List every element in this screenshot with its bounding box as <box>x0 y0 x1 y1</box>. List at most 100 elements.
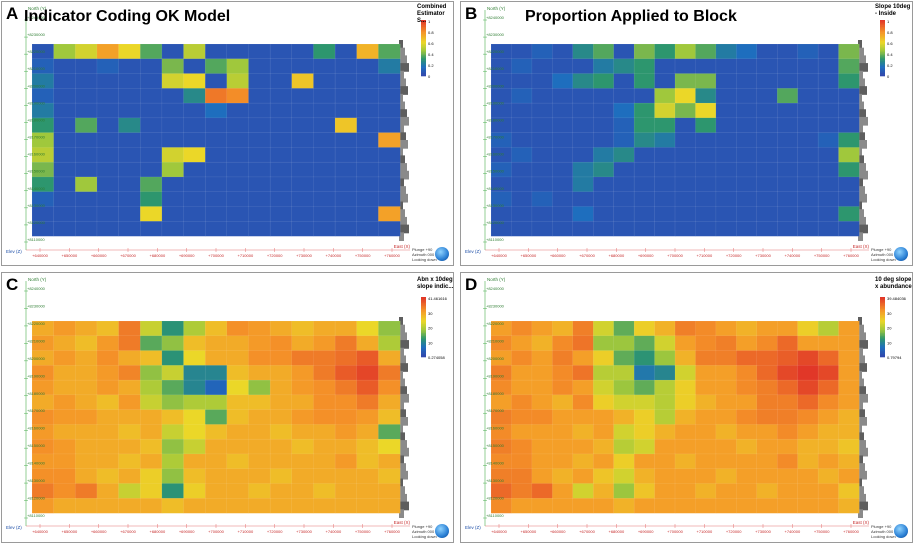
heatmap-cell <box>797 206 819 222</box>
terrain-edge <box>399 424 403 434</box>
east-tick-label: +670000 <box>120 529 136 534</box>
heatmap-cell <box>140 350 163 366</box>
heatmap-cell <box>593 88 615 104</box>
terrain-edge <box>399 155 405 165</box>
heatmap-cell <box>511 73 533 89</box>
legend-colorbar-segment <box>880 36 885 39</box>
east-tick-label: +760000 <box>843 529 859 534</box>
legend-colorbar-segment <box>880 336 885 338</box>
north-tick-label: +8120000 <box>486 220 505 225</box>
heatmap-cell <box>140 468 163 484</box>
east-axis-label: East (X) <box>853 244 870 249</box>
legend-colorbar-segment <box>421 48 426 50</box>
heatmap-cell <box>96 468 120 484</box>
heatmap-cell <box>356 58 379 75</box>
heatmap-cell <box>613 176 635 193</box>
legend-colorbar-segment <box>421 21 426 24</box>
heatmap-cell <box>797 498 819 514</box>
legend-colorbar-segment <box>421 32 426 35</box>
heatmap-cell <box>777 498 799 514</box>
heatmap-cell <box>633 350 656 366</box>
heatmap-cell <box>654 161 676 178</box>
axes-globe-icon[interactable] <box>435 524 449 538</box>
legend-colorbar-segment <box>421 346 426 349</box>
heatmap-cell <box>75 43 98 60</box>
heatmap-cell <box>511 424 533 440</box>
heatmap-cell <box>75 453 98 470</box>
heatmap-cell <box>817 320 840 337</box>
heatmap-cell <box>356 365 379 381</box>
heatmap-cell <box>633 176 656 193</box>
heatmap-cell <box>572 438 594 455</box>
heatmap-cell <box>593 365 615 381</box>
east-tick-label: +710000 <box>237 529 253 534</box>
heatmap-cell <box>613 117 635 134</box>
legend-colorbar-segment <box>421 303 426 305</box>
legend-colorbar-segment <box>421 301 426 304</box>
heatmap-cell <box>613 132 635 148</box>
east-tick-label: +650000 <box>61 253 77 258</box>
east-tick-label: +660000 <box>91 253 107 258</box>
heatmap-cell <box>736 191 758 207</box>
heatmap-cell <box>715 424 737 440</box>
legend-colorbar-segment <box>421 342 426 344</box>
heatmap-cell <box>75 132 98 148</box>
heatmap-cell <box>511 438 533 455</box>
heatmap-cell <box>248 221 271 237</box>
legend-colorbar-segment <box>421 324 426 326</box>
east-tick-label: +710000 <box>696 253 712 258</box>
heatmap-cell <box>226 117 249 134</box>
heatmap-cell <box>291 43 314 60</box>
heatmap-cell <box>313 117 336 134</box>
heatmap-cell <box>269 453 293 470</box>
heatmap-cell <box>378 221 401 237</box>
legend-tick-label: 0.8 <box>428 30 434 35</box>
panel-b: North (Y) +8240000 +8230000 +8220000 +821000… <box>460 1 913 266</box>
heatmap-cell <box>53 132 76 148</box>
heatmap-cell <box>838 320 860 337</box>
heatmap-cell <box>633 394 656 411</box>
legend-colorbar-segment <box>880 309 885 311</box>
heatmap-cell <box>291 483 314 499</box>
heatmap-cell <box>633 335 656 352</box>
legend-colorbar-segment <box>880 67 885 70</box>
heatmap-cell <box>674 320 696 337</box>
heatmap-cell <box>654 350 676 366</box>
heatmap-cell <box>572 221 594 237</box>
heatmap-cell <box>552 206 574 222</box>
axes-globe-icon[interactable] <box>435 247 449 261</box>
heatmap-cell <box>183 191 206 207</box>
legend-colorbar-segment <box>880 64 885 67</box>
heatmap-cell <box>593 394 615 411</box>
heatmap-cell <box>161 206 185 222</box>
axes-globe-icon[interactable] <box>894 524 908 538</box>
legend-colorbar-segment <box>880 43 885 46</box>
terrain-edge <box>399 486 405 495</box>
axes-globe-icon[interactable] <box>894 247 908 261</box>
heatmap-cell <box>777 221 799 237</box>
heatmap-cell <box>313 320 336 337</box>
heatmap-cell <box>511 335 533 352</box>
heatmap-cell <box>378 73 401 89</box>
heatmap-cell <box>777 43 799 60</box>
heatmap-cell <box>572 335 594 352</box>
heatmap-cell <box>356 394 379 411</box>
heatmap-cell <box>736 379 758 396</box>
heatmap-cell <box>226 468 249 484</box>
east-tick-label: +680000 <box>608 253 624 258</box>
heatmap-cell <box>613 161 635 178</box>
terrain-edge <box>399 440 407 449</box>
heatmap-cell <box>756 88 778 104</box>
legend-tick-label: 10 <box>887 340 892 345</box>
legend-colorbar-segment <box>880 27 885 29</box>
heatmap-cell <box>511 409 533 425</box>
heatmap-cell <box>378 438 401 455</box>
legend-colorbar-segment <box>421 57 426 60</box>
heatmap-cell <box>633 498 656 514</box>
legend-colorbar-segment <box>880 352 885 355</box>
heatmap-cell <box>777 132 799 148</box>
heatmap-cell <box>118 221 141 237</box>
heatmap-cell <box>654 335 676 352</box>
heatmap-cell <box>356 88 379 104</box>
legend-colorbar-segment <box>421 31 426 33</box>
